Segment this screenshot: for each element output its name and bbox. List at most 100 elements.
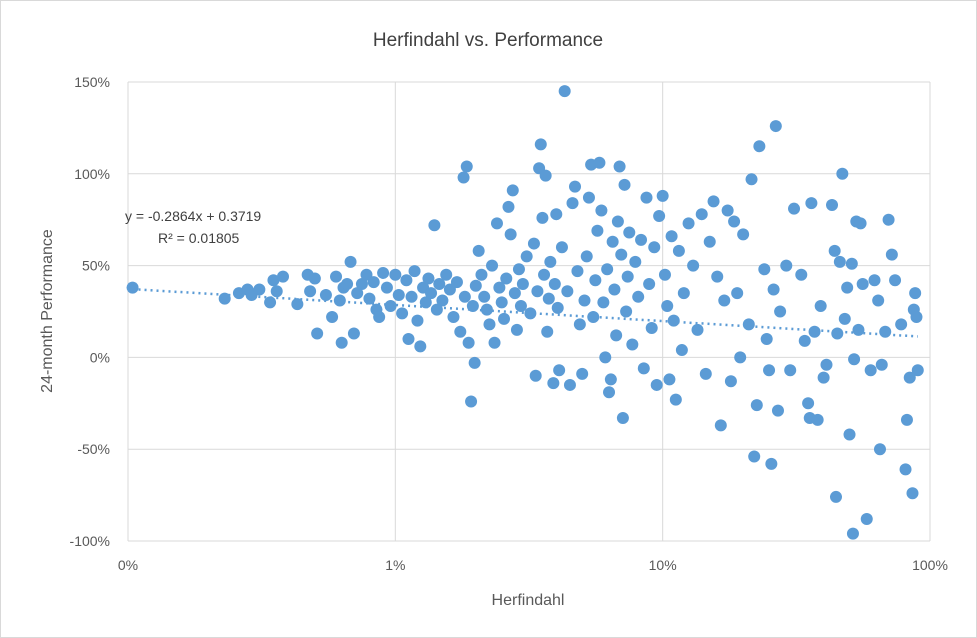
scatter-point	[126, 281, 139, 294]
scatter-point	[411, 314, 424, 327]
scatter-point	[595, 204, 608, 217]
scatter-point	[538, 268, 551, 281]
scatter-point	[601, 263, 614, 276]
trendline-equation: y = -0.2864x + 0.3719	[125, 208, 261, 224]
scatter-point	[486, 259, 499, 272]
scatter-point	[718, 294, 731, 307]
scatter-point	[836, 167, 849, 180]
scatter-point	[587, 311, 600, 324]
scatter-point	[833, 255, 846, 268]
scatter-point	[335, 336, 348, 349]
scatter-point	[653, 210, 666, 223]
scatter-point	[593, 156, 606, 169]
scatter-point	[854, 217, 867, 230]
scatter-point	[780, 259, 793, 272]
scatter-point	[597, 296, 610, 309]
scatter-point	[615, 248, 628, 261]
scatter-point	[900, 413, 913, 426]
scatter-point	[506, 184, 519, 197]
scatter-point	[478, 290, 491, 303]
scatter-point	[253, 283, 266, 296]
chart-title: Herfindahl vs. Performance	[373, 30, 603, 51]
scatter-point	[529, 369, 542, 382]
scatter-point	[326, 311, 339, 324]
scatter-point	[808, 325, 821, 338]
scatter-point	[270, 285, 283, 298]
scatter-point	[687, 259, 700, 272]
scatter-point	[460, 160, 473, 173]
scatter-point	[402, 333, 415, 346]
scatter-point	[611, 215, 624, 228]
scatter-point	[629, 255, 642, 268]
scatter-point	[665, 230, 678, 243]
scatter-point	[440, 268, 453, 281]
scatter-point	[734, 351, 747, 364]
scatter-point	[795, 268, 808, 281]
scatter-point	[750, 399, 763, 412]
scatter-point	[829, 490, 842, 503]
scatter-point	[765, 457, 778, 470]
scatter-point	[843, 428, 856, 441]
scatter-point	[510, 323, 523, 336]
scatter-point	[691, 323, 704, 336]
scatter-point	[400, 274, 413, 287]
scatter-point	[899, 463, 912, 476]
scatter-point	[620, 305, 633, 318]
scatter-point	[493, 281, 506, 294]
scatter-point	[608, 283, 621, 296]
scatter-point	[811, 413, 824, 426]
scatter-point	[610, 329, 623, 342]
scatter-point	[466, 299, 479, 312]
scatter-point	[304, 285, 317, 298]
y-axis-title: 24-month Performance	[39, 229, 56, 393]
scatter-point	[422, 272, 435, 285]
scatter-point	[373, 311, 386, 324]
scatter-point	[889, 274, 902, 287]
scatter-point	[748, 450, 761, 463]
scatter-point	[621, 270, 634, 283]
scatter-point	[425, 287, 438, 300]
scatter-point	[846, 527, 859, 540]
scatter-point	[462, 336, 475, 349]
scatter-point	[882, 213, 895, 226]
scatter-point	[731, 287, 744, 300]
scatter-point	[330, 270, 343, 283]
scatter-point	[541, 325, 554, 338]
scatter-point	[767, 283, 780, 296]
scatter-point	[909, 287, 922, 300]
scatter-point	[714, 419, 727, 432]
scatter-point	[555, 241, 568, 254]
scatter-point	[267, 274, 280, 287]
scatter-point	[367, 276, 380, 289]
scatter-point	[677, 287, 690, 300]
trendline	[132, 287, 918, 338]
x-tick-label: 100%	[912, 557, 948, 573]
scatter-point	[645, 322, 658, 335]
x-tick-label: 0%	[118, 557, 138, 573]
y-tick-label: 0%	[90, 349, 110, 365]
scatter-point	[589, 274, 602, 287]
scatter-point	[396, 307, 409, 320]
scatter-point	[895, 318, 908, 331]
scatter-point	[613, 160, 626, 173]
scatter-point	[784, 364, 797, 377]
scatter-point	[264, 296, 277, 309]
scatter-point	[457, 171, 470, 184]
y-tick-label: 150%	[74, 74, 110, 90]
scatter-point	[458, 290, 471, 303]
scatter-point	[308, 272, 321, 285]
x-tick-label: 10%	[649, 557, 677, 573]
scatter-point	[469, 279, 482, 292]
scatter-point	[626, 338, 639, 351]
scatter-point	[650, 378, 663, 391]
scatter-point	[551, 301, 564, 314]
scatter-point	[276, 270, 289, 283]
scatter-point	[845, 257, 858, 270]
scatter-point	[548, 277, 561, 290]
scatter-point	[852, 323, 865, 336]
scatter-point	[703, 235, 716, 248]
scatter-point	[906, 487, 919, 500]
scatter-point	[675, 344, 688, 357]
scatter-point	[648, 241, 661, 254]
scatter-point	[495, 296, 508, 309]
